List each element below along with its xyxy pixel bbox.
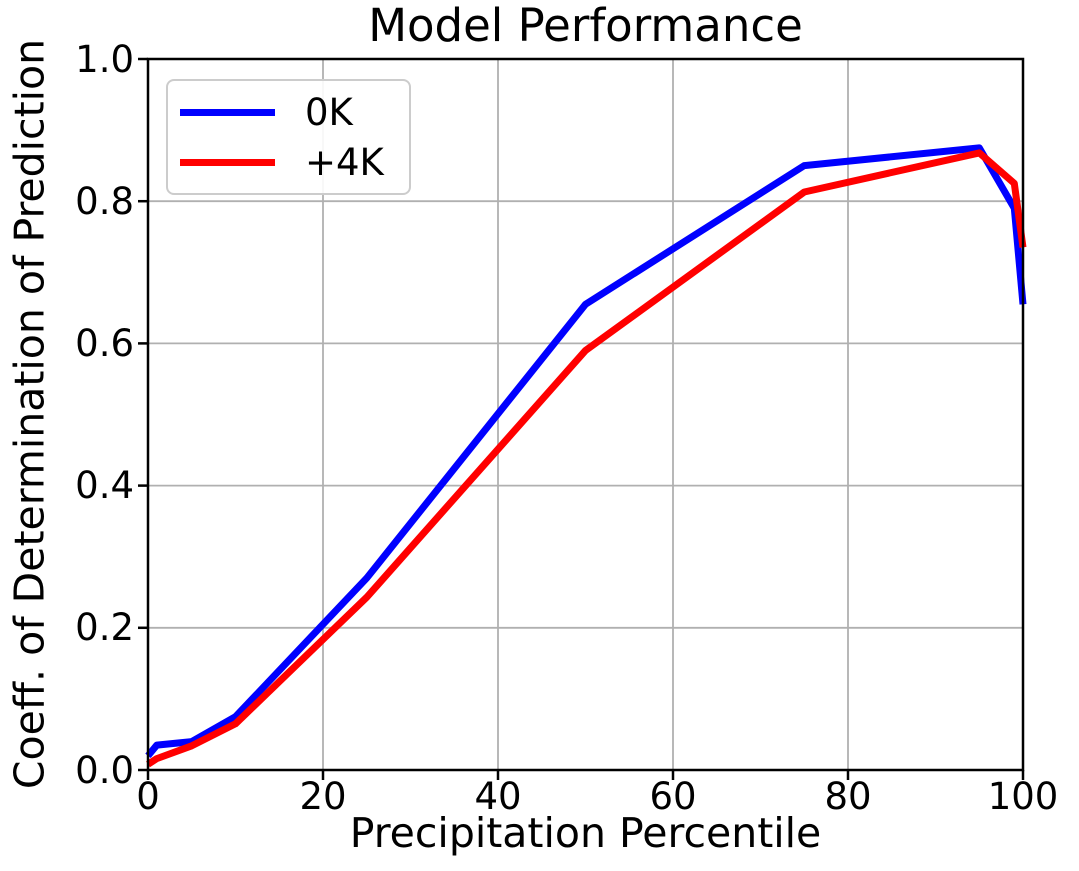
chart-title: Model Performance (368, 0, 803, 52)
series-line-4k (146, 149, 1027, 768)
x-tick-label: 100 (987, 775, 1059, 818)
legend: 0K +4K (166, 79, 411, 195)
series-line-0k (145, 144, 1027, 759)
x-tick-label: 60 (649, 775, 697, 818)
legend-item-plus4k: +4K (180, 144, 397, 181)
legend-line-swatch-red (180, 158, 275, 166)
x-tick-label: 80 (824, 775, 872, 818)
legend-label-plus4k: +4K (305, 140, 384, 184)
y-axis-label: Coeff. of Determination of Prediction (5, 38, 54, 790)
y-tick-label: 1.0 (75, 37, 134, 81)
legend-label-0k: 0K (305, 90, 353, 134)
x-tick-label: 0 (136, 775, 160, 818)
y-tick-label: 0.2 (75, 606, 134, 650)
axes-spines (146, 57, 1025, 772)
x-tick-label: 40 (474, 775, 522, 818)
y-tick-label: 0.0 (75, 748, 134, 792)
y-tick-label: 0.6 (75, 321, 134, 365)
legend-line-swatch-blue (180, 108, 275, 116)
y-tick-label: 0.8 (75, 179, 134, 223)
legend-item-0k: 0K (180, 94, 397, 131)
y-tick-label: 0.4 (75, 464, 134, 508)
x-tick-label: 20 (299, 775, 347, 818)
x-axis-label: Precipitation Percentile (349, 809, 822, 857)
